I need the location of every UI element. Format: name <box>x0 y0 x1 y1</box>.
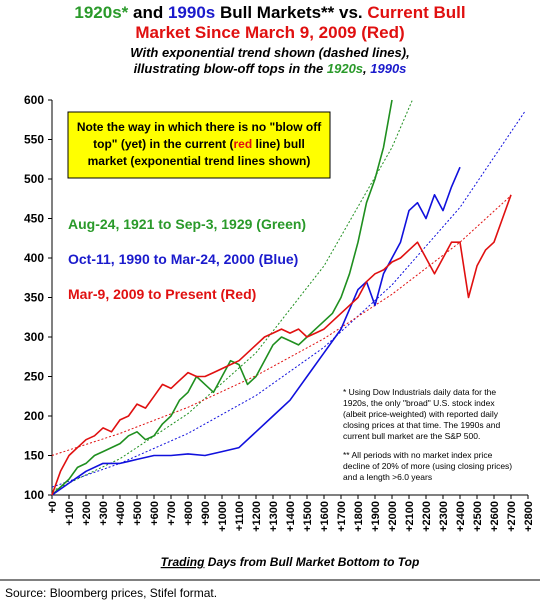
x-tick-label: +700 <box>166 501 178 526</box>
series-line <box>51 166 461 496</box>
y-tick-label: 600 <box>24 93 44 107</box>
chart-subtitle-part: 1990s <box>370 61 406 76</box>
x-tick-label: +300 <box>98 501 110 526</box>
x-tick-label: +500 <box>132 501 144 526</box>
footnote: and a length >6.0 years <box>343 472 432 482</box>
x-tick-label: +1100 <box>234 501 246 531</box>
series-line <box>51 194 512 496</box>
footnote: current bull market are the S&P 500. <box>343 431 480 441</box>
x-tick-label: +1400 <box>285 501 297 532</box>
y-tick-label: 400 <box>24 251 44 265</box>
note-text-part: market (exponential trend lines shown) <box>88 154 311 168</box>
x-tick-label: +1600 <box>319 501 331 532</box>
footnote: decline of 20% of more (using closing pr… <box>343 461 512 471</box>
trend-line <box>51 195 512 456</box>
chart-subtitle-part: , <box>362 61 370 76</box>
x-tick-label: +400 <box>115 501 127 526</box>
chart-subtitle-part: illustrating blow-off tops in the <box>134 61 327 76</box>
chart-title: 1920s* and 1990s Bull Markets** vs. Curr… <box>74 3 465 22</box>
x-tick-label: +2500 <box>472 501 484 532</box>
x-tick-label: +0 <box>47 501 59 514</box>
note-text-part: red <box>234 137 253 151</box>
chart-title-part: 1990s <box>168 3 215 22</box>
footnote: (albeit price-weighted) with reported da… <box>343 409 499 419</box>
trend-line <box>51 111 526 488</box>
x-tick-label: +2800 <box>523 501 535 532</box>
y-tick-label: 550 <box>24 133 44 147</box>
footnote: closing prices at that time. The 1990s a… <box>343 420 500 430</box>
footnote: * Using Dow Industrials daily data for t… <box>343 387 496 397</box>
x-axis-label-part: Days from Bull Market Bottom to Top <box>204 555 419 569</box>
footnote: 1920s, the only "broad" U.S. stock index <box>343 398 495 408</box>
note-box <box>67 111 331 179</box>
y-tick-label: 200 <box>24 409 44 423</box>
trend-line <box>51 99 413 492</box>
chart-title-part: and <box>128 3 168 22</box>
note-text: market (exponential trend lines shown) <box>88 154 311 168</box>
period-label: Aug-24, 1921 to Sep-3, 1929 (Green) <box>68 216 306 232</box>
x-tick-label: +600 <box>149 501 161 526</box>
chart-subtitle-part: 1920s <box>327 61 363 76</box>
x-tick-label: +1000 <box>217 501 229 532</box>
x-tick-label: +2000 <box>387 501 399 532</box>
x-tick-label: +1700 <box>336 501 348 532</box>
y-tick-label: 100 <box>24 488 44 502</box>
note-text: Note the way in which there is no "blow … <box>77 120 322 134</box>
x-tick-label: +2600 <box>489 501 501 532</box>
y-tick-label: 150 <box>24 449 44 463</box>
note-text-part: top" (yet) in the current ( <box>93 137 233 151</box>
chart-title-part: Market Since March 9, 2009 (Red) <box>135 23 404 42</box>
x-axis-label-part: Trading <box>161 555 205 569</box>
footnote: ** All periods with no market index pric… <box>343 450 493 460</box>
x-tick-label: +2400 <box>455 501 467 532</box>
y-tick-label: 500 <box>24 172 44 186</box>
series-line <box>51 99 393 496</box>
x-tick-label: +2300 <box>438 501 450 532</box>
x-tick-label: +1300 <box>268 501 280 532</box>
x-tick-label: +2200 <box>421 501 433 532</box>
chart-title: Market Since March 9, 2009 (Red) <box>135 23 404 42</box>
source: Source: Bloomberg prices, Stifel format. <box>5 586 217 600</box>
chart-title-part: Bull Markets** vs. <box>215 3 367 22</box>
x-tick-label: +100 <box>64 501 76 526</box>
x-tick-label: +1900 <box>370 501 382 532</box>
chart-title-part: 1920s* <box>74 3 128 22</box>
y-tick-label: 300 <box>24 330 44 344</box>
period-label: Oct-11, 1990 to Mar-24, 2000 (Blue) <box>68 251 298 267</box>
note-text-part: Note the way in which there is no "blow … <box>77 120 322 134</box>
x-axis-label: Trading Days from Bull Market Bottom to … <box>161 555 420 569</box>
chart-subtitle: With exponential trend shown (dashed lin… <box>130 45 409 60</box>
x-tick-label: +2700 <box>506 501 518 532</box>
x-tick-label: +1500 <box>302 501 314 532</box>
y-tick-label: 450 <box>24 212 44 226</box>
x-tick-label: +1200 <box>251 501 263 532</box>
chart-title-part: Current Bull <box>367 3 465 22</box>
x-tick-label: +900 <box>200 501 212 526</box>
x-tick-label: +2100 <box>404 501 416 532</box>
y-tick-label: 250 <box>24 370 44 384</box>
x-tick-label: +1800 <box>353 501 365 532</box>
period-label: Mar-9, 2009 to Present (Red) <box>68 286 256 302</box>
chart-subtitle-part: With exponential trend shown (dashed lin… <box>130 45 409 60</box>
note-text: top" (yet) in the current (red line) bul… <box>93 137 305 151</box>
note-text-part: line) bull <box>252 137 305 151</box>
y-tick-label: 350 <box>24 291 44 305</box>
chart-subtitle: illustrating blow-off tops in the 1920s,… <box>134 61 407 76</box>
x-tick-label: +800 <box>183 501 195 526</box>
x-tick-label: +200 <box>81 501 93 526</box>
